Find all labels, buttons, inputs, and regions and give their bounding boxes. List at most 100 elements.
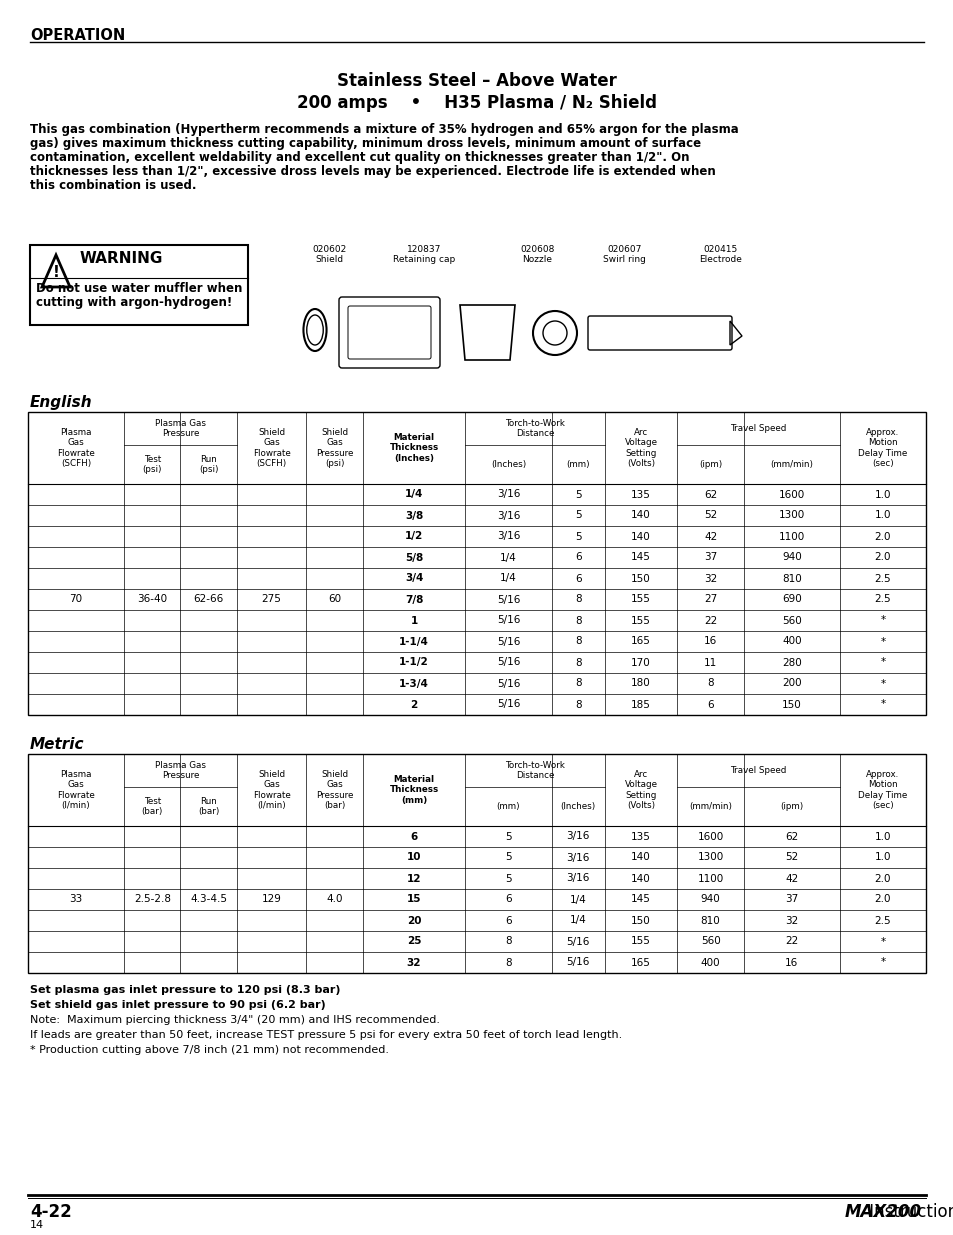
Text: 3/16: 3/16 <box>497 531 519 541</box>
Text: 5/16: 5/16 <box>497 615 519 625</box>
Text: 3/16: 3/16 <box>566 873 589 883</box>
Text: WARNING: WARNING <box>80 251 163 266</box>
Text: 020415: 020415 <box>702 245 737 254</box>
Text: 8: 8 <box>574 636 580 646</box>
Text: MAX200: MAX200 <box>844 1203 921 1221</box>
Text: 1/4: 1/4 <box>404 489 423 499</box>
Text: Material
Thickness
(mm): Material Thickness (mm) <box>389 776 438 805</box>
Text: 6: 6 <box>574 573 580 583</box>
Text: Run
(bar): Run (bar) <box>197 797 219 816</box>
Text: *: * <box>880 936 884 946</box>
Text: Arc
Voltage
Setting
(Volts): Arc Voltage Setting (Volts) <box>624 427 657 468</box>
Text: 25: 25 <box>406 936 421 946</box>
FancyBboxPatch shape <box>587 316 731 350</box>
Text: 5: 5 <box>505 831 511 841</box>
Text: 8: 8 <box>574 699 580 709</box>
Text: 1100: 1100 <box>697 873 723 883</box>
Text: English: English <box>30 395 92 410</box>
Text: 16: 16 <box>703 636 717 646</box>
Text: 145: 145 <box>631 894 650 904</box>
Text: 10: 10 <box>406 852 421 862</box>
Text: 12: 12 <box>406 873 421 883</box>
Text: 940: 940 <box>700 894 720 904</box>
Text: Plasma Gas
Pressure: Plasma Gas Pressure <box>154 419 206 438</box>
Text: 165: 165 <box>631 636 650 646</box>
Text: (Inches): (Inches) <box>491 461 525 469</box>
Text: 5: 5 <box>574 489 580 499</box>
Text: 140: 140 <box>631 510 650 520</box>
Text: 8: 8 <box>505 957 511 967</box>
Text: Shield
Gas
Pressure
(bar): Shield Gas Pressure (bar) <box>315 769 353 810</box>
Text: 27: 27 <box>703 594 717 604</box>
Text: 5: 5 <box>574 531 580 541</box>
Text: 6: 6 <box>505 894 511 904</box>
Text: (mm/min): (mm/min) <box>769 461 813 469</box>
Text: Shield
Gas
Flowrate
(SCFH): Shield Gas Flowrate (SCFH) <box>253 427 290 468</box>
Text: 20: 20 <box>406 915 421 925</box>
Text: 810: 810 <box>781 573 801 583</box>
Text: 8: 8 <box>505 936 511 946</box>
Text: 2.0: 2.0 <box>874 552 890 562</box>
Text: * Production cutting above 7/8 inch (21 mm) not recommended.: * Production cutting above 7/8 inch (21 … <box>30 1045 389 1055</box>
Text: 2.5: 2.5 <box>874 915 890 925</box>
Text: gas) gives maximum thickness cutting capability, minimum dross levels, minimum a: gas) gives maximum thickness cutting cap… <box>30 137 700 149</box>
Text: 37: 37 <box>784 894 798 904</box>
Text: 140: 140 <box>631 873 650 883</box>
Text: 5/16: 5/16 <box>497 678 519 688</box>
Text: 185: 185 <box>631 699 650 709</box>
Text: 1600: 1600 <box>778 489 804 499</box>
Text: 8: 8 <box>574 594 580 604</box>
Text: 560: 560 <box>781 615 801 625</box>
Text: 1-1/4: 1-1/4 <box>398 636 429 646</box>
Text: 52: 52 <box>784 852 798 862</box>
Text: 5/16: 5/16 <box>497 657 519 667</box>
Text: !: ! <box>52 266 59 280</box>
Text: 120837: 120837 <box>407 245 441 254</box>
Text: *: * <box>880 699 884 709</box>
Text: 8: 8 <box>574 615 580 625</box>
Text: 1.0: 1.0 <box>874 831 890 841</box>
Text: 5/16: 5/16 <box>566 936 589 946</box>
Text: 1-3/4: 1-3/4 <box>398 678 429 688</box>
Text: thicknesses less than 1/2", excessive dross levels may be experienced. Electrode: thicknesses less than 1/2", excessive dr… <box>30 165 715 178</box>
Text: 5: 5 <box>505 852 511 862</box>
Text: Shield
Gas
Flowrate
(l/min): Shield Gas Flowrate (l/min) <box>253 769 290 810</box>
Text: 22: 22 <box>784 936 798 946</box>
Polygon shape <box>42 254 70 287</box>
Text: Test
(bar): Test (bar) <box>141 797 163 816</box>
Text: 5: 5 <box>505 873 511 883</box>
Text: 8: 8 <box>706 678 713 688</box>
Text: Travel Speed: Travel Speed <box>730 424 786 433</box>
Text: 135: 135 <box>631 489 650 499</box>
Text: 280: 280 <box>781 657 801 667</box>
Text: 32: 32 <box>406 957 421 967</box>
Text: 37: 37 <box>703 552 717 562</box>
Text: 140: 140 <box>631 531 650 541</box>
Text: 6: 6 <box>410 831 417 841</box>
Text: 5/16: 5/16 <box>497 699 519 709</box>
Bar <box>28 412 925 715</box>
Text: 3/16: 3/16 <box>566 831 589 841</box>
Text: 1600: 1600 <box>697 831 723 841</box>
Text: 140: 140 <box>631 852 650 862</box>
Text: Approx.
Motion
Delay Time
(sec): Approx. Motion Delay Time (sec) <box>858 769 906 810</box>
Text: *: * <box>880 957 884 967</box>
Text: 155: 155 <box>631 594 650 604</box>
Text: 3/8: 3/8 <box>404 510 423 520</box>
Text: Set shield gas inlet pressure to 90 psi (6.2 bar): Set shield gas inlet pressure to 90 psi … <box>30 1000 325 1010</box>
Text: 33: 33 <box>70 894 83 904</box>
Text: 3/4: 3/4 <box>404 573 423 583</box>
Text: Set plasma gas inlet pressure to 120 psi (8.3 bar): Set plasma gas inlet pressure to 120 psi… <box>30 986 340 995</box>
Text: 5/16: 5/16 <box>497 636 519 646</box>
Text: 4-22: 4-22 <box>30 1203 71 1221</box>
Text: (ipm): (ipm) <box>780 802 802 811</box>
Text: Nozzle: Nozzle <box>521 254 552 264</box>
Text: 200: 200 <box>781 678 801 688</box>
Text: 1/4: 1/4 <box>499 573 517 583</box>
Text: 2.0: 2.0 <box>874 894 890 904</box>
Text: 15: 15 <box>406 894 421 904</box>
Text: Electrode: Electrode <box>699 254 740 264</box>
FancyBboxPatch shape <box>338 296 439 368</box>
Text: Do not use water muffler when: Do not use water muffler when <box>36 282 242 295</box>
Text: 400: 400 <box>781 636 801 646</box>
